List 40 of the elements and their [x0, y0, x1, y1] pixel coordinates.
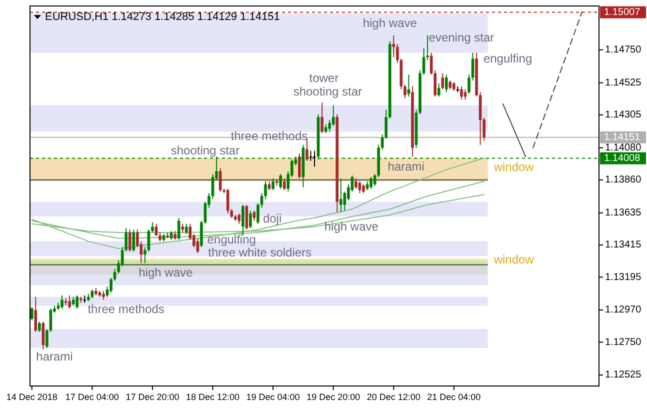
chart-title: EURUSD,H1 1.14273 1.14285 1.14129 1.14151	[45, 10, 280, 23]
y-tick-label: 1.13195	[605, 272, 642, 283]
y-tick-label: 1.12750	[605, 336, 642, 348]
x-tick-label: 20 Dec 12:00	[366, 392, 420, 402]
x-tick-label: 19 Dec 20:00	[306, 392, 360, 402]
annotation: three methods	[230, 128, 308, 143]
x-tick-label: 14 Dec 2018	[6, 392, 58, 402]
annotation: high wave	[324, 219, 379, 234]
x-tick-label: 17 Dec 04:00	[65, 392, 119, 402]
band-label: window	[492, 252, 534, 267]
annotation: harami	[388, 159, 424, 174]
annotation: three methods	[88, 302, 164, 316]
y-tick-label: 1.13415	[605, 240, 642, 251]
annotation: engulfing	[207, 232, 256, 247]
y-tick-label: 1.13860	[605, 174, 642, 186]
y-tick-label: 1.13635	[605, 207, 642, 218]
annotation: evening star	[428, 30, 494, 44]
ref-line-label: 1.14008	[604, 152, 641, 164]
annotation: high wave	[138, 265, 193, 280]
annotation: doji	[262, 211, 282, 226]
annotation: high wave	[362, 16, 418, 30]
annotation: tower	[309, 70, 339, 85]
annotation: shooting star	[170, 143, 240, 158]
annotation: three white soldiers	[208, 246, 312, 260]
ref-line-label: 1.14151	[604, 132, 641, 144]
y-tick-label: 1.14080	[605, 142, 642, 154]
y-tick-label: 1.14525	[605, 77, 642, 88]
y-tick-label: 1.14305	[605, 110, 642, 121]
ref-line-label: 1.15007	[604, 6, 641, 18]
annotation: shooting star	[293, 84, 362, 98]
x-tick-label: 18 Dec 12:00	[186, 392, 240, 402]
x-tick-label: 21 Dec 04:00	[427, 392, 481, 402]
y-tick-label: 1.12525	[605, 370, 642, 381]
x-tick-label: 19 Dec 04:00	[246, 392, 300, 402]
x-tick-label: 17 Dec 20:00	[126, 392, 180, 402]
y-tick-label: 1.14750	[605, 44, 642, 56]
band-label: window	[492, 160, 534, 174]
annotation: harami	[36, 350, 73, 364]
annotation: engulfing	[483, 51, 532, 66]
y-tick-label: 1.12970	[605, 304, 642, 316]
